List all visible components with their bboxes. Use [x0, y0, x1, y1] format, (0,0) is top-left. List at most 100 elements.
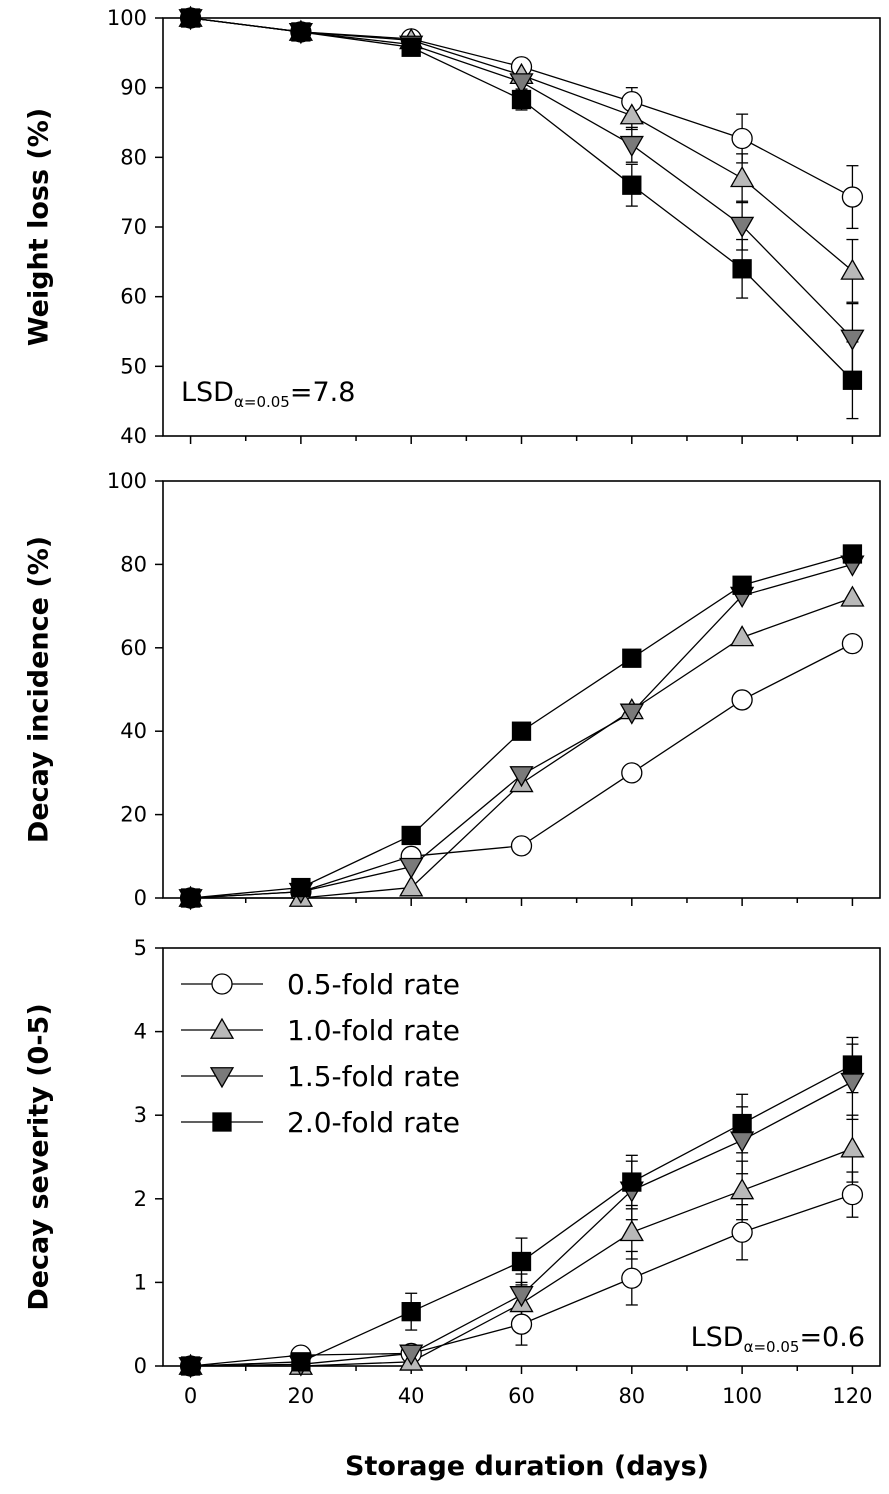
- data-point-2-0-fold-rate: [842, 370, 863, 390]
- data-point-2-0-fold-rate: [622, 1172, 642, 1192]
- weight-loss-panel: 40 50 60 70 80 90 100 Weight loss (%) LSDα=0.05=…: [24, 5, 881, 448]
- y-axis-title: Decay severity (0-5): [24, 1003, 55, 1310]
- legend-label: 0.5-fold rate: [287, 968, 460, 1001]
- lsd-annotation: LSDα=0.05=0.6: [691, 1322, 865, 1356]
- data-point-0-5-fold-rate: [731, 127, 753, 150]
- legend-label: 1.5-fold rate: [287, 1060, 460, 1093]
- data-point-1-5-fold-rate: [840, 329, 865, 351]
- data-point-1-0-fold-rate: [619, 1219, 644, 1242]
- legend-item-1-0-fold-rate: 1.0-fold rate: [181, 1014, 460, 1047]
- y-axis-title: Weight loss (%): [24, 108, 55, 346]
- data-point-1-5-fold-rate: [509, 73, 534, 95]
- x-axis-title: Storage duration (days): [345, 1451, 709, 1482]
- data-point-2-0-fold-rate: [511, 721, 532, 741]
- data-point-0-5-fold-rate: [510, 835, 533, 857]
- data-point-2-0-fold-rate: [732, 259, 752, 279]
- data-point-0-5-fold-rate: [510, 1313, 533, 1335]
- y-tick-label: 20: [120, 803, 147, 827]
- x-tick-label: 20: [288, 1384, 315, 1408]
- y-tick-label: 90: [120, 76, 147, 100]
- data-point-1-0-fold-rate: [729, 1178, 755, 1200]
- data-point-0-5-fold-rate: [731, 1221, 753, 1243]
- y-tick-label: 100: [107, 469, 147, 493]
- data-point-2-0-fold-rate: [291, 877, 311, 898]
- y-axis-title: Decay incidence (%): [24, 536, 55, 843]
- data-point-2-0-fold-rate: [291, 22, 311, 42]
- data-point-2-0-fold-rate: [511, 1251, 532, 1272]
- y-tick-label: 40: [120, 424, 147, 448]
- y-tick-label: 40: [120, 719, 147, 743]
- data-point-2-0-fold-rate: [622, 648, 642, 668]
- x-tick-label: 80: [618, 1384, 645, 1408]
- data-point-2-0-fold-rate: [732, 1113, 752, 1134]
- data-point-2-0-fold-rate: [842, 544, 863, 564]
- legend: 0.5-fold rate 1.0-fold rate 1.5-fold rate 2…: [181, 968, 460, 1139]
- data-point-1-5-fold-rate: [509, 1286, 534, 1308]
- x-tick-label: 0: [184, 1384, 197, 1408]
- data-point-2-0-fold-rate: [401, 37, 421, 57]
- data-point-2-0-fold-rate: [842, 1055, 863, 1075]
- data-point-2-0-fold-rate: [291, 1352, 311, 1372]
- data-point-1-5-fold-rate: [399, 1344, 424, 1366]
- x-tick-label: 40: [398, 1384, 425, 1408]
- data-point-0-5-fold-rate: [841, 1183, 864, 1206]
- legend-marker-1-0-fold-rate: [209, 1017, 235, 1039]
- data-point-1-0-fold-rate: [840, 1136, 865, 1158]
- legend-label: 2.0-fold rate: [287, 1106, 460, 1139]
- legend-item-0-5-fold-rate: 0.5-fold rate: [181, 968, 460, 1001]
- y-tick-label: 80: [120, 552, 147, 576]
- lsd-annotation: LSDα=0.05=7.8: [181, 377, 355, 411]
- legend-marker-1-5-fold-rate: [209, 1067, 235, 1089]
- data-point-1-5-fold-rate: [619, 135, 644, 158]
- data-point-0-5-fold-rate: [731, 689, 753, 711]
- y-tick-label: 80: [120, 145, 147, 169]
- data-point-1-0-fold-rate: [840, 258, 865, 280]
- data-point-1-5-fold-rate: [509, 766, 534, 788]
- data-point-1-0-fold-rate: [399, 875, 424, 897]
- data-point-2-0-fold-rate: [732, 575, 752, 595]
- legend-marker-0-5-fold-rate: [211, 973, 233, 995]
- data-point-2-0-fold-rate: [622, 175, 642, 195]
- y-tick-label: 60: [120, 285, 147, 309]
- data-point-1-0-fold-rate: [729, 165, 755, 188]
- data-point-1-5-fold-rate: [840, 1072, 865, 1095]
- data-point-0-5-fold-rate: [841, 632, 864, 655]
- x-tick-label: 120: [832, 1384, 872, 1408]
- data-point-1-0-fold-rate: [840, 585, 865, 607]
- y-tick-label: 60: [120, 636, 147, 660]
- data-point-1-0-fold-rate: [729, 625, 755, 647]
- legend-label: 1.0-fold rate: [287, 1014, 460, 1047]
- y-tick-label: 70: [120, 215, 147, 239]
- legend-marker-2-0-fold-rate: [212, 1112, 232, 1132]
- data-point-2-0-fold-rate: [401, 1302, 421, 1322]
- data-point-1-5-fold-rate: [619, 703, 644, 725]
- y-tick-label: 5: [134, 936, 147, 960]
- y-tick-label: 1: [134, 1270, 147, 1294]
- data-point-2-0-fold-rate: [180, 1356, 201, 1376]
- data-point-0-5-fold-rate: [621, 1267, 643, 1289]
- data-point-2-0-fold-rate: [180, 8, 201, 28]
- legend-item-2-0-fold-rate: 2.0-fold rate: [181, 1106, 460, 1139]
- data-point-2-0-fold-rate: [511, 89, 532, 110]
- data-point-2-0-fold-rate: [401, 825, 421, 846]
- y-tick-label: 2: [134, 1187, 147, 1211]
- y-tick-label: 4: [134, 1020, 147, 1044]
- y-tick-label: 50: [120, 354, 147, 378]
- x-tick-label: 60: [508, 1384, 535, 1408]
- data-point-1-5-fold-rate: [729, 216, 755, 238]
- data-point-0-5-fold-rate: [841, 186, 864, 208]
- x-tick-label: 100: [722, 1384, 762, 1408]
- data-point-0-5-fold-rate: [621, 762, 643, 784]
- data-point-1-5-fold-rate: [399, 857, 424, 880]
- data-point-2-0-fold-rate: [180, 888, 201, 908]
- y-tick-label: 100: [107, 6, 147, 30]
- y-tick-label: 3: [134, 1103, 147, 1127]
- decay-severity-panel: 0 1 2 3 4 5 0 20 40 60 80 100 120 Decay severity (0-5…: [24, 936, 881, 1408]
- legend-item-1-5-fold-rate: 1.5-fold rate: [181, 1060, 460, 1093]
- y-tick-label: 0: [134, 886, 147, 910]
- data-point-1-0-fold-rate: [619, 103, 644, 125]
- decay-incidence-panel: 0 20 40 60 80 100 Decay incidence (%): [24, 469, 881, 911]
- data-point-1-5-fold-rate: [729, 1131, 755, 1153]
- y-tick-label: 0: [134, 1354, 147, 1378]
